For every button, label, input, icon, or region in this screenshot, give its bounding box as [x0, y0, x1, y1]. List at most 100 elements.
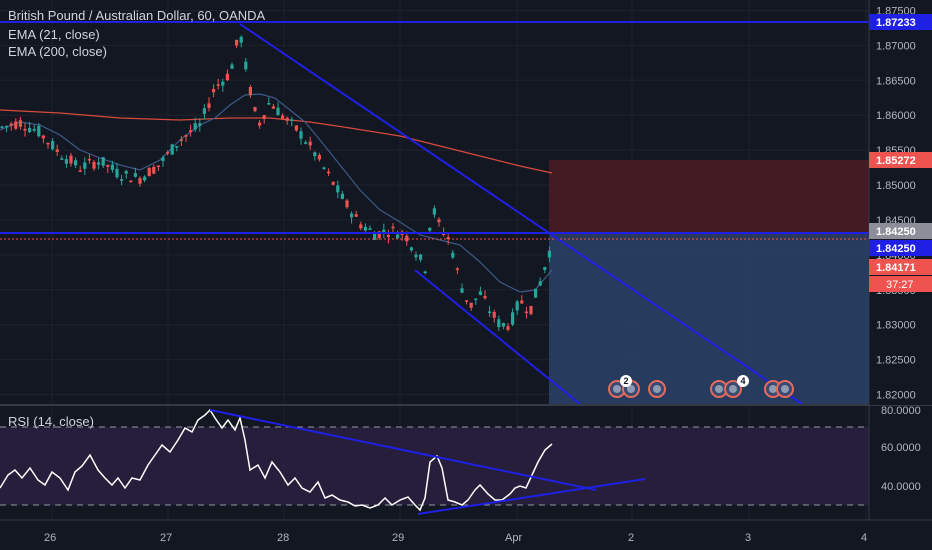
- rsi-legend[interactable]: RSI (14, close): [8, 414, 94, 429]
- candle-body: [143, 176, 147, 181]
- candle-body: [23, 128, 27, 131]
- ema21-line: [0, 93, 553, 293]
- candle-body: [244, 61, 248, 70]
- candle-body: [253, 107, 257, 112]
- candle-body: [0, 126, 4, 128]
- candle-body: [414, 254, 418, 258]
- candle-body: [216, 84, 220, 86]
- candle-body: [478, 291, 482, 295]
- event-flag-icon[interactable]: [648, 380, 666, 398]
- candle-body: [547, 250, 551, 258]
- candle-body: [87, 158, 91, 161]
- candle-body: [221, 81, 225, 86]
- candle-body: [322, 167, 326, 169]
- candle-body: [9, 123, 13, 126]
- candle-body: [465, 300, 469, 302]
- candle-body: [120, 179, 124, 181]
- candle-body: [497, 319, 501, 328]
- price-tick: 1.82000: [876, 390, 916, 402]
- candle-body: [386, 234, 390, 238]
- rsi-axis[interactable]: 80.0000 60.0000 40.0000: [868, 405, 932, 520]
- event-flag-icon[interactable]: [776, 380, 794, 398]
- candle-body: [294, 125, 298, 131]
- candle-body: [313, 152, 317, 157]
- candle-body: [308, 141, 312, 146]
- rsi-trendline-top[interactable]: [209, 409, 597, 491]
- candle-body: [69, 155, 73, 164]
- candle-body: [331, 181, 335, 185]
- rsi-tick-80: 80.0000: [881, 405, 921, 417]
- rsi-trendline-bottom[interactable]: [417, 478, 646, 515]
- trendline-channel-top[interactable]: [239, 23, 803, 405]
- candle-body: [248, 87, 252, 96]
- candle-body: [276, 107, 280, 116]
- candle-body: [189, 130, 193, 133]
- candle-body: [511, 312, 515, 325]
- target-zone: [549, 232, 869, 404]
- current-line-price: 1.84250: [876, 243, 916, 255]
- price-tick: 1.86500: [876, 75, 916, 87]
- candle-body: [51, 141, 55, 150]
- candlestick-series: [0, 35, 551, 332]
- candle-body: [101, 157, 105, 166]
- candle-body: [373, 233, 377, 240]
- candle-body: [60, 158, 64, 160]
- candle-body: [106, 164, 110, 167]
- candle-body: [474, 298, 478, 301]
- rsi-band: [0, 427, 869, 505]
- candle-body: [396, 234, 400, 239]
- candle-body: [281, 115, 285, 119]
- price-pane[interactable]: [0, 21, 869, 405]
- candle-body: [377, 231, 381, 238]
- candle-body: [520, 300, 524, 304]
- candle-body: [37, 125, 41, 137]
- rsi-tick-60: 60.0000: [881, 442, 921, 454]
- candle-body: [382, 229, 386, 233]
- event-count-badge: 4: [737, 375, 749, 387]
- candle-body: [336, 185, 340, 193]
- candle-body: [350, 213, 354, 218]
- ema200-legend[interactable]: EMA (200, close): [8, 44, 107, 59]
- candle-body: [239, 36, 243, 43]
- candle-body: [83, 162, 87, 169]
- candle-body: [147, 167, 151, 177]
- candle-body: [55, 149, 59, 152]
- price-tick: 1.82500: [876, 355, 916, 367]
- candle-body: [115, 168, 119, 178]
- candle-body: [317, 154, 321, 160]
- candle-body: [290, 119, 294, 121]
- candle-body: [170, 144, 174, 155]
- symbol-title[interactable]: British Pound / Australian Dollar, 60, O…: [8, 8, 266, 23]
- candle-body: [492, 311, 496, 318]
- candle-body: [138, 178, 142, 184]
- candle-body: [524, 311, 528, 314]
- stop-zone: [549, 160, 869, 232]
- time-tick-apr: Apr: [505, 532, 522, 544]
- candle-body: [212, 88, 216, 93]
- candle-body: [258, 122, 262, 126]
- candle-body: [359, 224, 363, 229]
- candle-body: [285, 117, 289, 121]
- ema21-legend[interactable]: EMA (21, close): [8, 27, 100, 42]
- candle-body: [529, 305, 533, 315]
- candle-body: [432, 208, 436, 215]
- rsi-pane[interactable]: [0, 408, 869, 515]
- candle-body: [363, 226, 367, 231]
- candle-body: [271, 106, 275, 109]
- time-axis[interactable]: 26 27 28 29 Apr 2 3 4: [0, 519, 932, 550]
- candle-body: [409, 247, 413, 251]
- candle-body: [299, 131, 303, 139]
- candle-body: [46, 142, 50, 145]
- trendline-channel-bottom[interactable]: [414, 269, 581, 405]
- candle-body: [14, 121, 18, 129]
- candle-body: [267, 103, 271, 105]
- price-tick: 1.85000: [876, 180, 916, 192]
- candle-body: [124, 171, 128, 174]
- candle-body: [18, 120, 22, 127]
- candle-body: [28, 127, 32, 132]
- last-price: 1.84171: [876, 262, 916, 274]
- candle-body: [225, 73, 229, 81]
- price-axis[interactable]: 1.875001.870001.865001.860001.855001.850…: [868, 0, 932, 520]
- candle-body: [428, 227, 432, 231]
